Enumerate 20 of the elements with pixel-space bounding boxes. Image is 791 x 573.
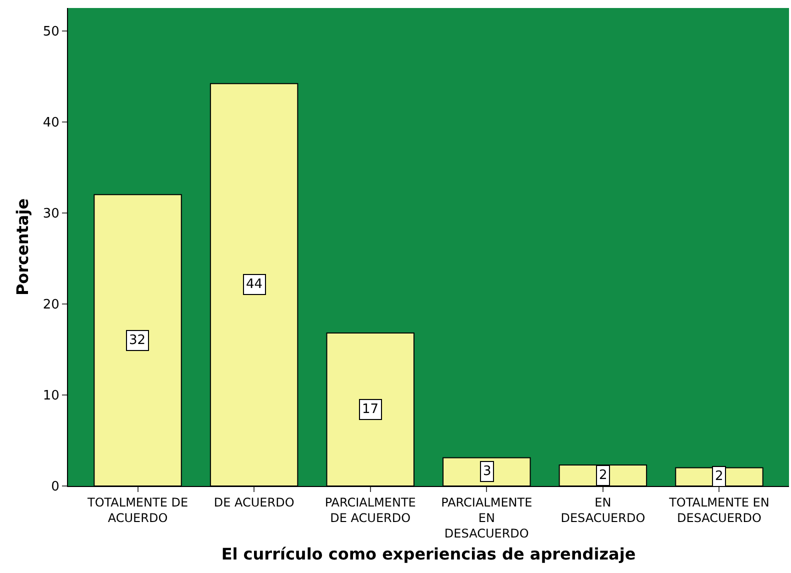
y-axis-title: Porcentaje [12, 198, 32, 296]
x-tick-label: EN DESACUERDO [560, 495, 646, 525]
data-label: 32 [129, 333, 146, 348]
data-label: 44 [246, 277, 263, 292]
y-tick-label: 10 [42, 388, 60, 404]
y-tick-label: 0 [51, 480, 60, 495]
data-label: 2 [715, 469, 724, 484]
y-tick-label: 50 [42, 24, 60, 40]
data-label: 3 [483, 464, 492, 479]
y-tick-label: 40 [42, 115, 60, 130]
x-tick-label: PARCIALMENTE DE ACUERDO [324, 495, 416, 525]
x-axis-title: El currículo como experiencias de aprendizaje [221, 544, 636, 564]
x-tick-label: TOTALMENTE EN DESACUERDO [668, 495, 770, 525]
x-tick-label: PARCIALMENTE EN DESACUERDO [441, 495, 532, 541]
x-tick-label: TOTALMENTE DE ACUERDO [86, 495, 188, 525]
x-tick-label: DE ACUERDO [214, 495, 294, 510]
data-label: 2 [599, 468, 608, 483]
y-tick-label: 30 [42, 206, 60, 222]
y-tick-label: 20 [42, 297, 60, 312]
data-label: 17 [362, 402, 379, 417]
